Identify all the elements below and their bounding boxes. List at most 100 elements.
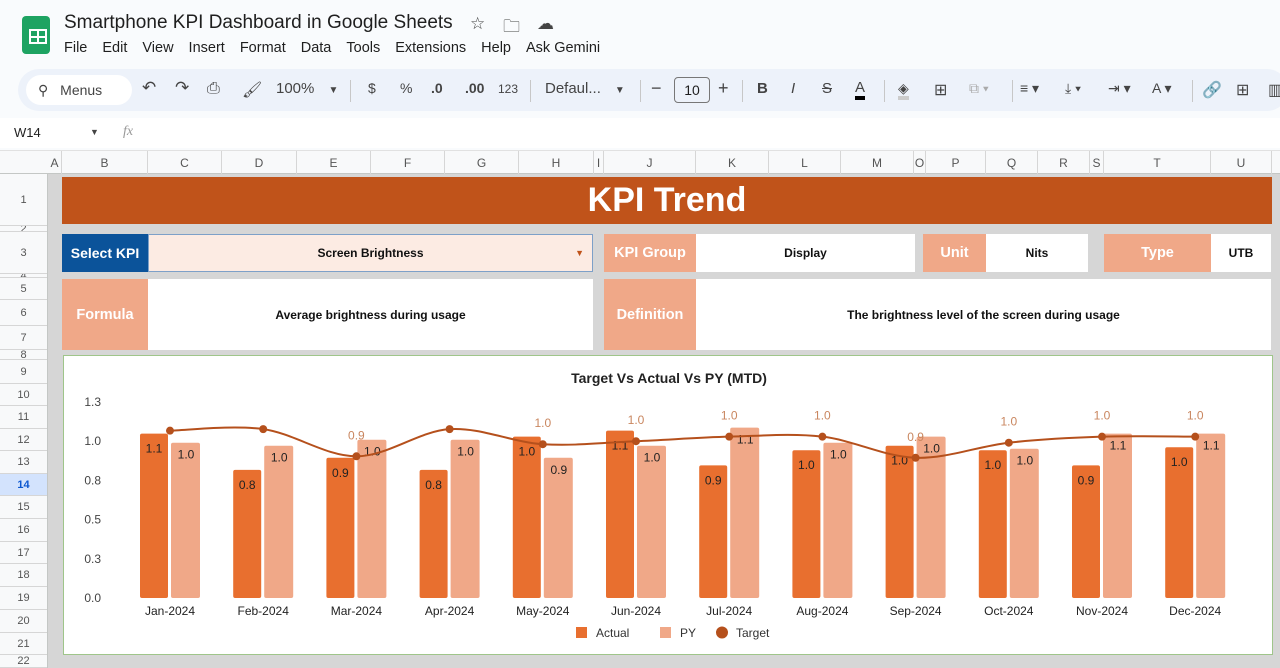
menu-format[interactable]: Format — [239, 40, 286, 56]
target-point[interactable] — [725, 432, 734, 441]
bar-actual[interactable] — [885, 445, 914, 598]
bar-actual[interactable] — [699, 465, 728, 598]
row-header-7[interactable]: 7 — [0, 326, 47, 350]
name-box-dropdown-icon[interactable]: ▼ — [90, 127, 99, 137]
row-header-8[interactable]: 8 — [0, 350, 47, 360]
row-header-20[interactable]: 20 — [0, 610, 47, 633]
target-point[interactable] — [818, 432, 827, 441]
row-header-5[interactable]: 5 — [0, 278, 47, 300]
document-title[interactable]: Smartphone KPI Dashboard in Google Sheet… — [64, 12, 453, 33]
bar-actual[interactable] — [606, 430, 634, 598]
column-header-U[interactable]: U — [1211, 151, 1272, 175]
row-header-9[interactable]: 9 — [0, 360, 47, 384]
bar-py[interactable] — [264, 445, 294, 598]
row-header-21[interactable]: 21 — [0, 633, 47, 655]
row-header-18[interactable]: 18 — [0, 564, 47, 587]
row-header-16[interactable]: 16 — [0, 519, 47, 542]
dropdown-arrow-icon[interactable]: ▼ — [575, 248, 584, 258]
menu-ask-gemini[interactable]: Ask Gemini — [526, 40, 601, 56]
text-color-icon[interactable]: A — [855, 80, 866, 100]
number-format-button[interactable]: 123 — [498, 82, 519, 96]
row-header-2[interactable]: 2 — [0, 226, 47, 232]
legend-label-target[interactable]: Target — [736, 626, 770, 640]
column-header-I[interactable]: I — [594, 151, 604, 175]
currency-button[interactable]: $ — [368, 80, 376, 96]
column-header-A[interactable]: A — [48, 151, 62, 175]
bar-py[interactable] — [1196, 433, 1226, 598]
font-size-input[interactable]: 10 — [674, 77, 710, 103]
print-icon[interactable]: ⎙ — [207, 80, 220, 97]
italic-icon[interactable]: I — [791, 80, 796, 97]
bar-py[interactable] — [171, 442, 200, 598]
target-point[interactable] — [352, 452, 361, 461]
bar-py[interactable] — [543, 457, 573, 598]
menu-help[interactable]: Help — [481, 40, 511, 56]
target-point[interactable] — [445, 425, 454, 434]
fill-color-icon[interactable]: ◈ — [898, 80, 909, 100]
row-header-13[interactable]: 13 — [0, 451, 47, 474]
legend-label-py[interactable]: PY — [680, 626, 696, 640]
increase-font-size-button[interactable]: + — [718, 78, 729, 98]
chart-icon[interactable]: ▥ — [1268, 82, 1280, 99]
bar-py[interactable] — [1103, 433, 1132, 598]
bar-actual[interactable] — [978, 450, 1007, 598]
column-header-O[interactable]: O — [914, 151, 926, 175]
column-header-H[interactable]: H — [519, 151, 594, 175]
text-wrap-icon[interactable]: ⇥ ▾ — [1108, 80, 1131, 96]
target-point[interactable] — [632, 437, 640, 446]
cloud-status-icon[interactable]: ☁ — [537, 14, 554, 33]
column-header-Q[interactable]: Q — [986, 151, 1038, 175]
column-header-F[interactable]: F — [371, 151, 445, 175]
column-header-E[interactable]: E — [297, 151, 371, 175]
bar-actual[interactable] — [326, 457, 355, 598]
name-box[interactable]: W14 — [14, 125, 41, 140]
redo-icon[interactable]: ↷ — [175, 78, 190, 97]
row-header-14[interactable]: 14 — [0, 474, 47, 496]
row-header-10[interactable]: 10 — [0, 384, 47, 406]
strikethrough-icon[interactable]: S — [822, 80, 833, 97]
bar-actual[interactable] — [1072, 465, 1100, 598]
increase-decimal-button[interactable]: .00 — [465, 80, 485, 96]
bar-actual[interactable] — [792, 450, 821, 598]
bar-py[interactable] — [916, 436, 946, 598]
merge-cells-icon[interactable]: ⧉ ▾ — [969, 80, 989, 96]
search-menus[interactable]: ⚲ Menus — [26, 75, 132, 105]
target-line[interactable] — [169, 426, 1196, 459]
percent-button[interactable]: % — [400, 80, 413, 96]
bar-py[interactable] — [823, 442, 853, 598]
bar-py[interactable] — [730, 427, 760, 598]
target-point[interactable] — [1004, 438, 1013, 447]
bar-py[interactable] — [637, 445, 666, 598]
zoom-select[interactable]: 100% ▼ — [276, 80, 339, 97]
bar-py[interactable] — [357, 439, 387, 598]
column-header-T[interactable]: T — [1104, 151, 1211, 175]
move-folder-icon[interactable]: 🗀 — [503, 17, 520, 36]
row-header-11[interactable]: 11 — [0, 406, 47, 429]
row-header-15[interactable]: 15 — [0, 496, 47, 519]
menu-extensions[interactable]: Extensions — [395, 40, 467, 56]
borders-icon[interactable]: ⊞ — [934, 82, 948, 99]
column-header-C[interactable]: C — [148, 151, 222, 175]
decrease-decimal-button[interactable]: .0 — [431, 80, 443, 96]
bar-actual[interactable] — [1165, 447, 1194, 598]
comment-icon[interactable]: ⊞ — [1236, 82, 1250, 99]
bar-py[interactable] — [1009, 448, 1039, 598]
row-header-4[interactable]: 4 — [0, 274, 47, 278]
font-select[interactable]: Defaul... ▼ — [545, 80, 625, 97]
menu-file[interactable]: File — [64, 40, 88, 56]
row-header-17[interactable]: 17 — [0, 542, 47, 564]
legend-label-actual[interactable]: Actual — [596, 626, 629, 640]
row-header-6[interactable]: 6 — [0, 300, 47, 326]
target-point[interactable] — [166, 426, 174, 435]
undo-icon[interactable]: ↶ — [142, 78, 157, 97]
paint-format-icon[interactable]: 🖌 — [242, 82, 263, 99]
bold-icon[interactable]: B — [757, 80, 768, 97]
menu-data[interactable]: Data — [300, 40, 332, 56]
row-header-19[interactable]: 19 — [0, 587, 47, 610]
target-point[interactable] — [538, 440, 547, 449]
column-header-B[interactable]: B — [62, 151, 148, 175]
vertical-align-icon[interactable]: ⤓ ▾ — [1065, 80, 1081, 96]
column-header-D[interactable]: D — [222, 151, 297, 175]
kpi-trend-chart[interactable]: Target Vs Actual Vs PY (MTD) 0.0 0.3 0.5 0.… — [63, 355, 1273, 655]
target-point[interactable] — [259, 425, 268, 434]
